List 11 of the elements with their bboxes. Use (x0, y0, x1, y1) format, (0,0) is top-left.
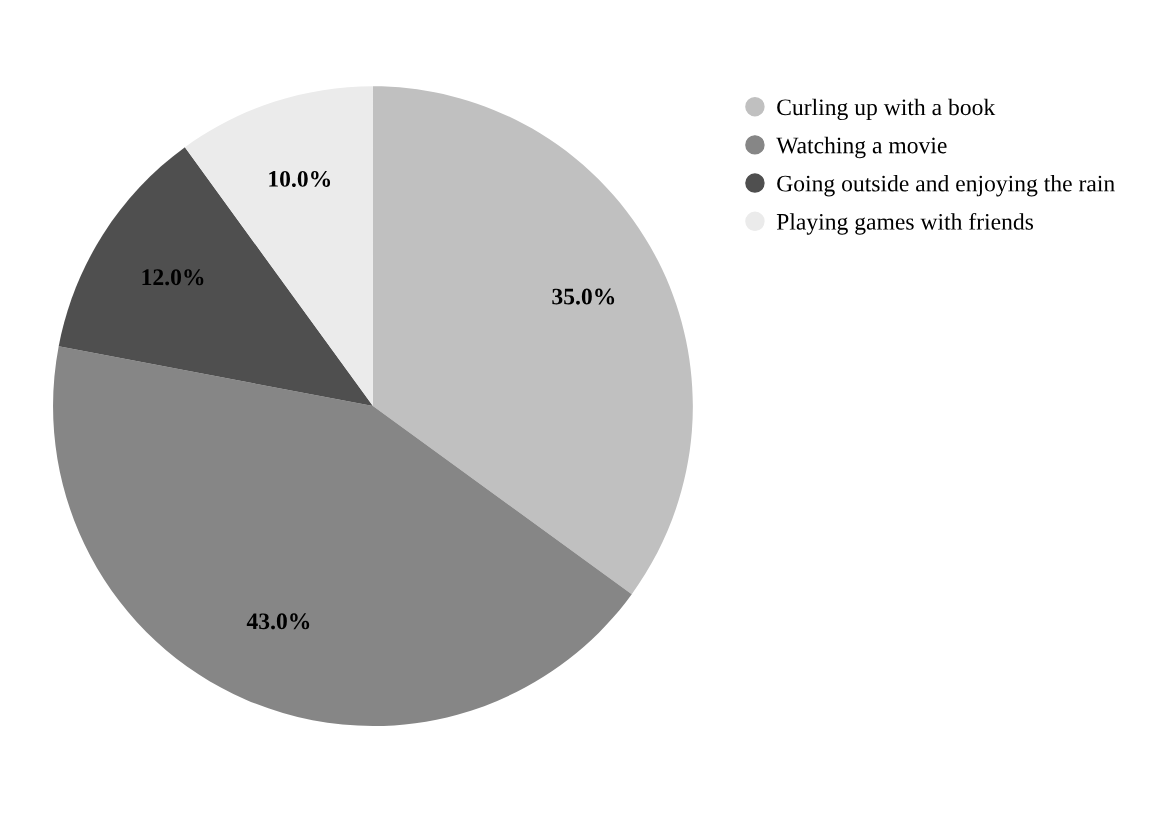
data-label: 12.0% (142, 269, 204, 286)
data-label: 43.0% (246, 613, 310, 630)
legend-label: Playing games with friends (776, 212, 1034, 235)
pie-slice (58, 147, 373, 407)
data-label: 35.0% (552, 288, 615, 305)
pie-slice (372, 86, 693, 595)
legend-label: Watching a movie (776, 136, 947, 159)
legend-label: Curling up with a book (777, 98, 996, 121)
pie-slice (53, 346, 632, 726)
data-label: 10.0% (269, 170, 331, 187)
legend-label: Going outside and enjoying the rain (777, 174, 1115, 197)
